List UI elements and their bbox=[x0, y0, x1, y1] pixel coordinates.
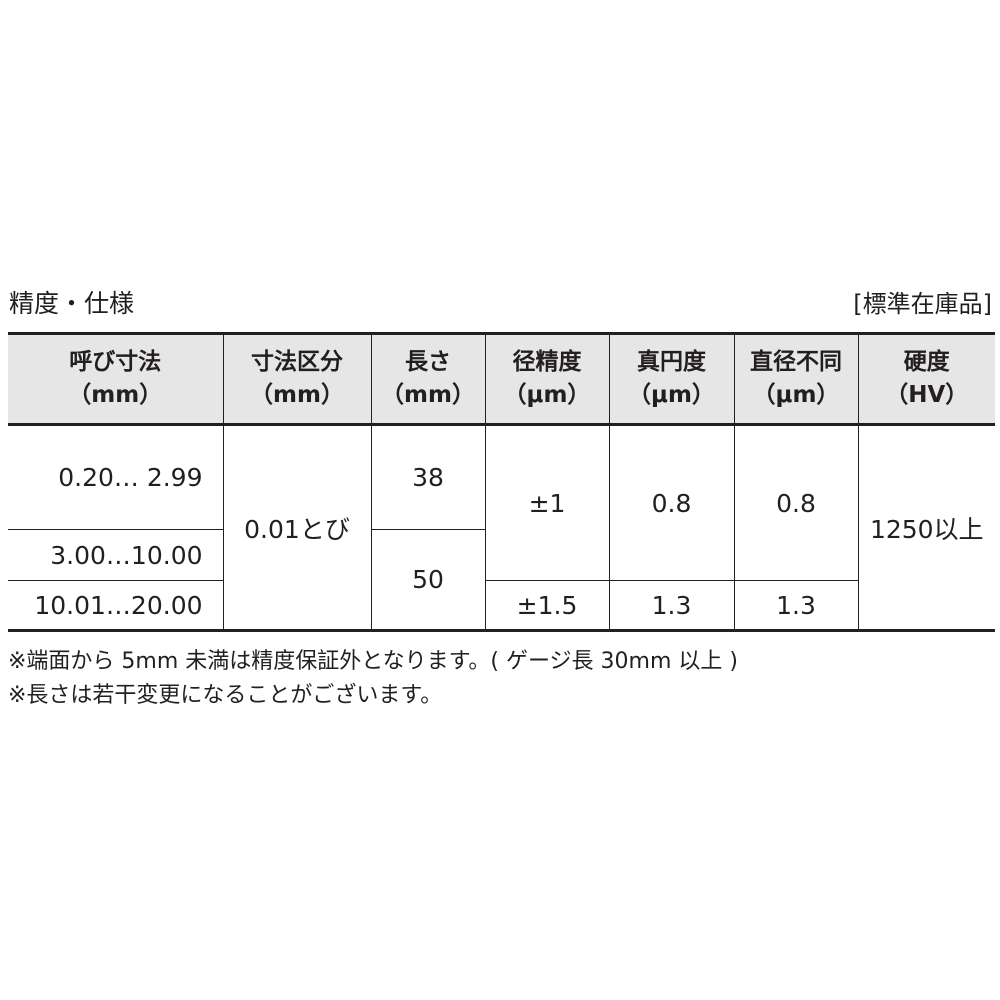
note-item: ※長さは若干変更になることがございます。 bbox=[8, 683, 443, 708]
header-diameter-variation: 直径不同 （μm） bbox=[733, 332, 859, 426]
roundness-cell: 1.3 bbox=[608, 580, 735, 632]
header-nominal: 呼び寸法 （mm） bbox=[8, 332, 224, 426]
increment-cell: 0.01とび bbox=[222, 424, 372, 632]
table-row: 3.00…10.00 50 bbox=[8, 529, 995, 632]
header-diameter-precision: 径精度 （μm） bbox=[484, 332, 610, 426]
nominal-cell: 10.01…20.00 bbox=[8, 580, 224, 632]
diameter-variation-cell: 1.3 bbox=[733, 580, 859, 632]
length-cell: 50 bbox=[370, 529, 486, 632]
section-title: 精度・仕様 bbox=[9, 289, 135, 318]
hardness-cell: 1250以上 bbox=[857, 424, 995, 632]
diameter-precision-cell: ±1 bbox=[484, 424, 610, 581]
nominal-cell: 0.20… 2.99 bbox=[8, 424, 224, 530]
header-row: 呼び寸法 （mm） 寸法区分 （mm） 長さ （mm） 径精度 （μm） 真円度 （μm）… bbox=[8, 332, 995, 426]
length-cell: 38 bbox=[370, 424, 486, 530]
header-roundness: 真円度 （μm） bbox=[608, 332, 735, 426]
diameter-variation-cell: 0.8 bbox=[733, 424, 859, 581]
nominal-cell: 3.00…10.00 bbox=[8, 529, 224, 581]
notes: ※端面から 5mm 未満は精度保証外となります。( ゲージ長 30mm 以上 )… bbox=[8, 645, 738, 713]
note-item: ※端面から 5mm 未満は精度保証外となります。( ゲージ長 30mm 以上 ) bbox=[8, 649, 738, 674]
header-increment: 寸法区分 （mm） bbox=[222, 332, 372, 426]
header-length: 長さ （mm） bbox=[370, 332, 486, 426]
header-hardness: 硬度 （HV） bbox=[857, 332, 995, 426]
table-row: 10.01…20.00 ±1.5 1.3 1.3 bbox=[8, 580, 995, 632]
spec-table: 呼び寸法 （mm） 寸法区分 （mm） 長さ （mm） 径精度 （μm） 真円度 （μm）… bbox=[8, 332, 995, 632]
diameter-precision-cell: ±1.5 bbox=[484, 580, 610, 632]
table-row: 0.20… 2.99 0.01とび 38 ±1 0.8 0.8 1250以上 bbox=[8, 424, 995, 632]
stock-label: [標準在庫品] bbox=[853, 290, 992, 318]
roundness-cell: 0.8 bbox=[608, 424, 735, 581]
